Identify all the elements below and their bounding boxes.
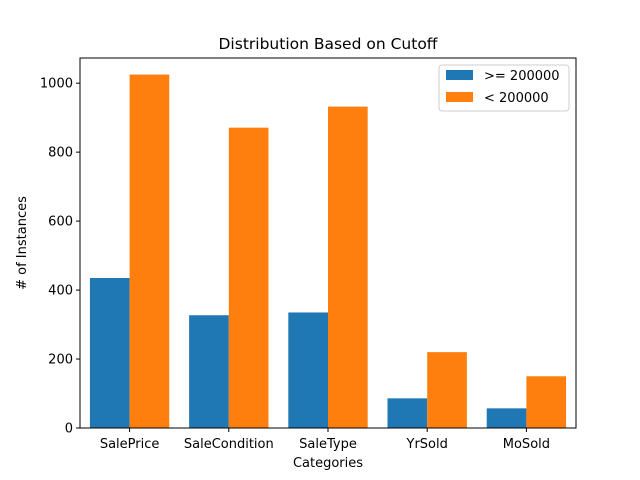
legend-label-1: < 200000: [484, 91, 549, 106]
bar-yrsold-series-1: [427, 352, 467, 428]
legend-label-0: >= 200000: [484, 69, 560, 84]
x-tick-label: MoSold: [503, 437, 550, 452]
legend: >= 200000 < 200000: [438, 64, 570, 112]
plot-frame: [79, 57, 577, 429]
x-axis-label: Categories: [293, 456, 363, 471]
legend-swatch-1: [446, 92, 473, 102]
bar-salecondition-series-1: [228, 127, 269, 428]
bar-mosold-series-1: [526, 376, 567, 428]
bar-yrsold-series-0: [387, 398, 428, 428]
x-tick-label: SalePrice: [100, 437, 160, 452]
y-tick-label: 1000: [40, 77, 73, 92]
bar-salecondition-series-0: [189, 315, 229, 428]
bars-group: [89, 74, 567, 428]
y-tick-label: 600: [48, 215, 73, 230]
bar-saletype-series-0: [288, 312, 328, 428]
y-tick-label: 400: [48, 284, 73, 299]
x-tick-label: SaleType: [299, 437, 357, 452]
y-tick-label: 0: [65, 422, 73, 437]
bar-saleprice-series-0: [89, 278, 130, 428]
y-axis-label: # of Instances: [15, 196, 30, 290]
legend-swatch-0: [446, 70, 473, 80]
bar-saletype-series-1: [328, 106, 368, 428]
bar-saleprice-series-1: [129, 74, 170, 428]
x-tick-label: YrSold: [406, 437, 448, 452]
x-ticks-group: SalePrice SaleCondition SaleType YrSold MoSo…: [100, 428, 550, 452]
bar-mosold-series-0: [486, 408, 527, 428]
chart-title: Distribution Based on Cutoff: [219, 35, 438, 53]
y-tick-label: 800: [48, 146, 73, 161]
x-tick-label: SaleCondition: [184, 437, 274, 452]
y-tick-label: 200: [48, 353, 73, 368]
y-ticks-group: 0 200 400 600 800 1000: [40, 77, 80, 437]
